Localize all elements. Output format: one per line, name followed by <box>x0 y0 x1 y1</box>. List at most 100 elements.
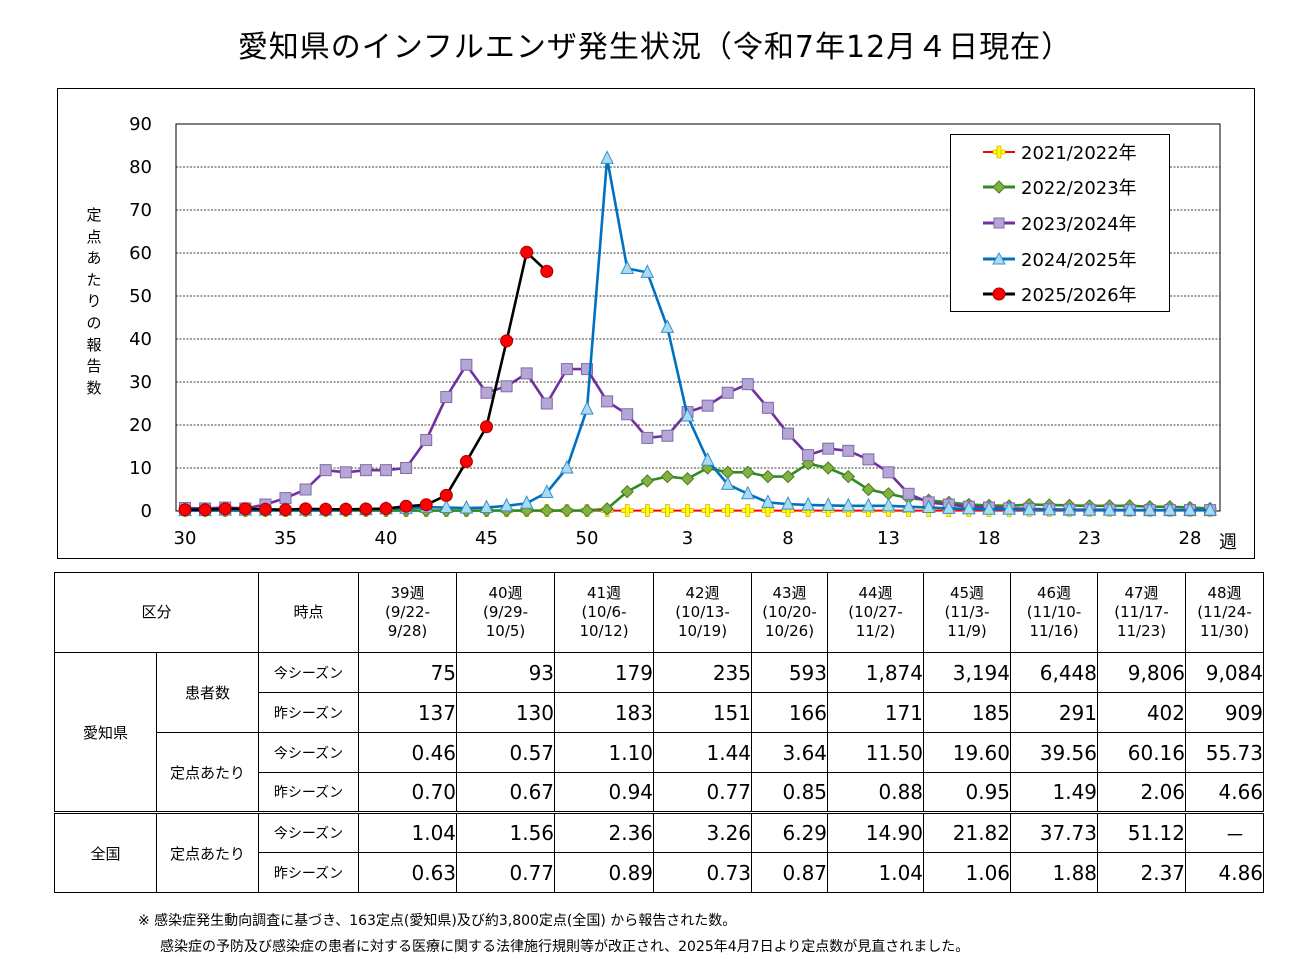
table-cell: 3,194 <box>923 652 1012 693</box>
data-point-2025-2026 <box>178 503 192 517</box>
data-point-2023-2024 <box>319 464 332 477</box>
table-cell: 402 <box>1097 692 1187 733</box>
data-point-2022-2023 <box>741 465 755 480</box>
data-point-2025-2026 <box>238 502 252 516</box>
legend-item-2022-2023: 2022/2023年 <box>981 175 1137 199</box>
data-point-2024-2025 <box>700 452 715 466</box>
data-point-2025-2026 <box>319 502 333 516</box>
legend-item-2023-2024: 2023/2024年 <box>981 211 1137 235</box>
y-axis-label: 定点あたりの報告数 <box>86 206 102 397</box>
header-timepoint: 時点 <box>258 572 360 653</box>
table-cell: 909 <box>1185 692 1265 733</box>
table-cell: 179 <box>554 652 655 693</box>
data-point-2024-2025 <box>1142 502 1157 516</box>
table-cell: 6,448 <box>1010 652 1099 693</box>
table-cell: 6.29 <box>751 811 829 853</box>
table-cell: 0.70 <box>358 772 458 813</box>
table-cell: － <box>1185 811 1265 853</box>
table-cell: 0.85 <box>751 772 829 813</box>
x-tick-label: 50 <box>576 528 599 549</box>
data-point-2021-2022 <box>640 504 654 517</box>
table-cell: 1.06 <box>923 852 1012 893</box>
row-label-last-season: 昨シーズン <box>258 852 360 893</box>
table-cell: 0.57 <box>456 732 556 773</box>
data-point-2025-2026 <box>419 498 433 512</box>
data-point-2025-2026 <box>439 488 453 502</box>
data-point-2023-2024 <box>902 487 915 500</box>
data-point-2023-2024 <box>741 378 754 391</box>
row-group-patients: 患者数 <box>155 652 260 733</box>
data-point-2024-2025 <box>1102 502 1117 516</box>
data-point-2025-2026 <box>500 334 514 348</box>
table-cell: 4.86 <box>1185 852 1265 893</box>
x-tick-label: 18 <box>978 528 1001 549</box>
y-tick-label: 30 <box>129 372 152 393</box>
data-point-2023-2024 <box>400 462 413 474</box>
data-point-2025-2026 <box>359 502 373 516</box>
table-cell: 1.88 <box>1010 852 1099 893</box>
x-tick-label: 13 <box>877 528 900 549</box>
data-point-2022-2023 <box>660 469 675 484</box>
data-point-2024-2025 <box>1062 501 1077 516</box>
table-cell: 1.04 <box>827 852 925 893</box>
data-point-2021-2022 <box>661 504 674 517</box>
header-week-40: 40週 (9/29- 10/5) <box>456 572 556 653</box>
legend-swatch-2023-2024 <box>983 217 1015 229</box>
table-cell: 93 <box>456 652 556 693</box>
data-point-2023-2024 <box>480 386 493 399</box>
table-cell: 39.56 <box>1010 732 1099 773</box>
table-cell: 0.88 <box>827 772 925 813</box>
data-point-2024-2025 <box>1163 502 1177 516</box>
data-point-2021-2022 <box>741 504 755 517</box>
table-cell: 0.46 <box>358 732 458 773</box>
header-week-47: 47週 (11/17- 11/23) <box>1097 572 1187 653</box>
table-row: 昨シーズン 0.63 0.77 0.89 0.73 0.87 1.04 1.06… <box>55 852 1265 893</box>
table-cell: 0.63 <box>358 852 458 893</box>
footnote-1: ※ 感染症発生動向調査に基づき、163定点(愛知県)及び約3,800定点(全国)… <box>138 913 737 929</box>
data-point-2023-2024 <box>782 427 794 440</box>
data-point-2022-2023 <box>861 482 876 497</box>
table-cell: 291 <box>1010 692 1099 733</box>
legend-item-2024-2025: 2024/2025年 <box>981 247 1137 271</box>
data-point-2024-2025 <box>580 400 594 415</box>
table-cell: 19.60 <box>923 732 1012 773</box>
table-cell: 137 <box>358 692 458 733</box>
footnote-2: 感染症の予防及び感染症の患者に対する医療に関する法律施行規則等が改正され、202… <box>160 939 970 955</box>
table-cell: 0.77 <box>653 772 753 813</box>
legend-label-2024-2025: 2024/2025年 <box>1021 250 1137 271</box>
data-point-2025-2026 <box>480 420 493 434</box>
chart-frame <box>57 88 1255 559</box>
table-cell: 9,084 <box>1185 652 1265 693</box>
table-row: 愛知県 患者数 今シーズン 75 93 179 235 593 1,874 3,… <box>54 652 1265 813</box>
legend-label-2023-2024: 2023/2024年 <box>1021 214 1137 235</box>
data-point-2024-2025 <box>861 497 876 512</box>
table-cell: 1.10 <box>554 732 655 773</box>
table-cell: 235 <box>653 652 753 693</box>
table-row: 全国 定点あたり 今シーズン 1.04 1.56 2.36 3.26 6.29 … <box>54 811 1265 893</box>
legend-item-2021-2022: 2021/2022年 <box>981 140 1137 164</box>
header-week-44: 44週 (10/27- 11/2) <box>827 572 925 653</box>
data-point-2021-2022 <box>681 504 694 517</box>
data-point-2025-2026 <box>339 502 353 516</box>
data-point-2024-2025 <box>781 496 795 510</box>
legend-swatch-2024-2025 <box>983 251 1015 265</box>
table-cell: 3.64 <box>751 732 829 773</box>
table-cell: 4.66 <box>1185 772 1265 813</box>
data-point-2024-2025 <box>1042 501 1057 516</box>
table-row: 定点あたり 今シーズン 0.46 0.57 1.10 1.44 3.64 11.… <box>55 732 1265 813</box>
legend-label-2021-2022: 2021/2022年 <box>1021 143 1137 164</box>
data-point-2023-2024 <box>359 464 372 477</box>
x-tick-label: 35 <box>274 528 297 549</box>
data-point-2023-2024 <box>761 401 774 414</box>
legend-swatch-2022-2023 <box>983 180 1015 194</box>
data-point-2025-2026 <box>218 502 232 516</box>
header-week-43: 43週 (10/20- 10/26) <box>751 572 829 653</box>
x-tick-label: 8 <box>782 528 793 549</box>
data-point-2024-2025 <box>519 495 534 509</box>
data-table: 区分 時点 39週 (9/22- 9/28) 40週 (9/29- 10/5) … <box>53 572 1265 893</box>
row-group-per-point-national: 定点あたり <box>155 811 260 893</box>
table-cell: 171 <box>827 692 925 733</box>
data-point-2023-2024 <box>460 358 473 371</box>
data-point-2022-2023 <box>821 461 835 475</box>
x-axis-label: 週 <box>1219 532 1237 553</box>
